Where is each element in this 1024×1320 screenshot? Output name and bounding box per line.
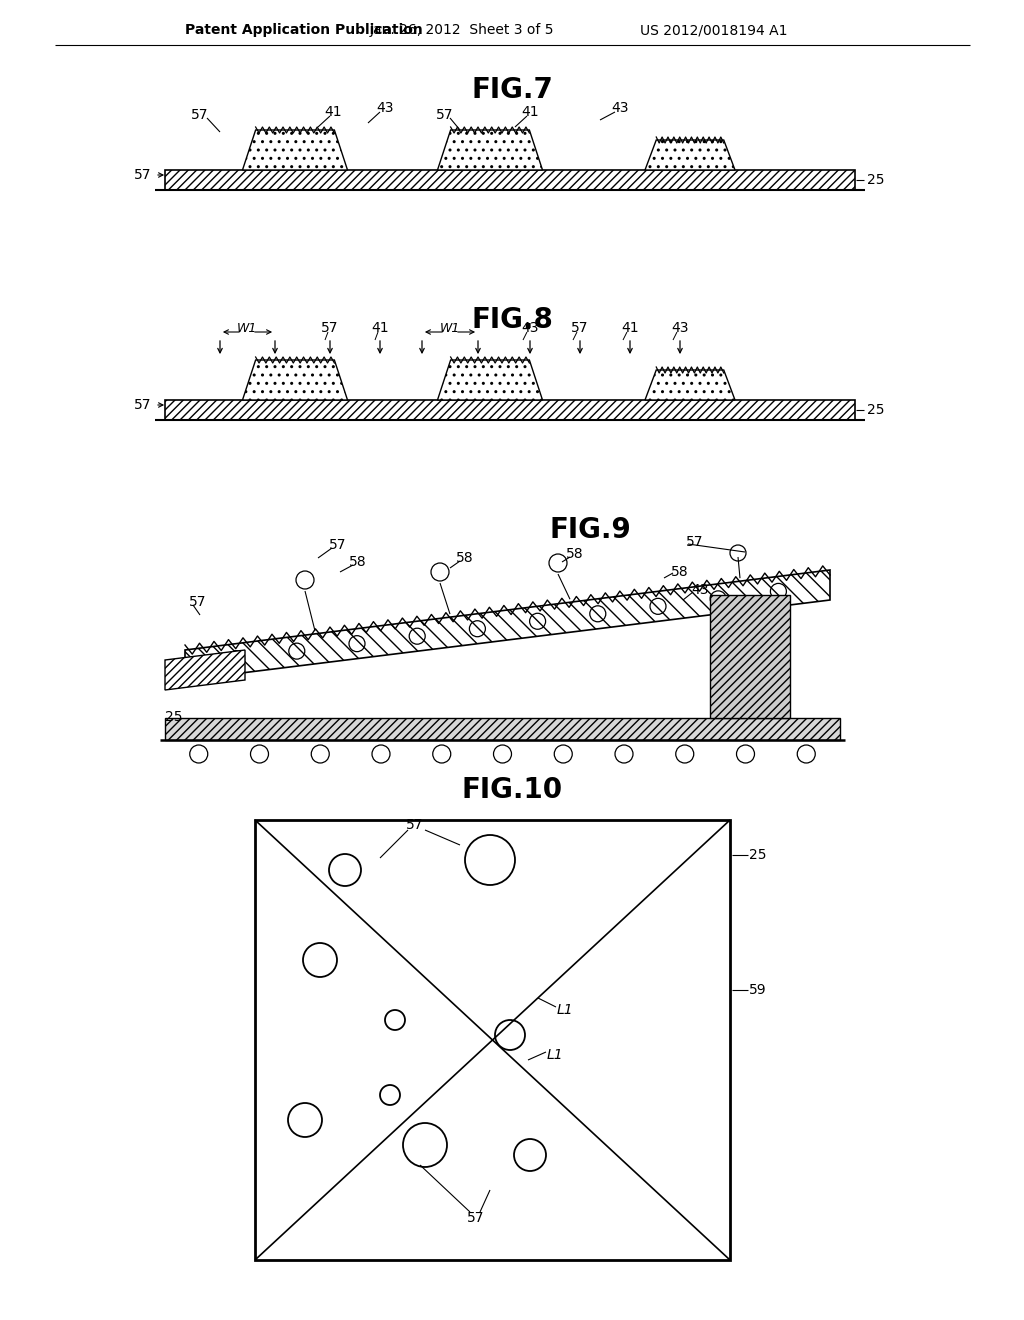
Polygon shape bbox=[165, 718, 840, 741]
Text: 25: 25 bbox=[166, 710, 183, 723]
Text: 43: 43 bbox=[691, 583, 709, 597]
Text: L1: L1 bbox=[547, 1048, 563, 1063]
Text: 41: 41 bbox=[325, 106, 342, 119]
Text: US 2012/0018194 A1: US 2012/0018194 A1 bbox=[640, 22, 787, 37]
Text: 57: 57 bbox=[407, 818, 424, 832]
Text: 41: 41 bbox=[521, 106, 539, 119]
Text: 59: 59 bbox=[750, 983, 767, 997]
Polygon shape bbox=[165, 170, 855, 190]
Text: 57: 57 bbox=[571, 321, 589, 335]
Text: 57: 57 bbox=[134, 399, 152, 412]
Text: 43: 43 bbox=[611, 102, 629, 115]
Text: 41: 41 bbox=[622, 321, 639, 335]
Polygon shape bbox=[243, 129, 347, 170]
Text: Patent Application Publication: Patent Application Publication bbox=[185, 22, 423, 37]
Text: FIG.8: FIG.8 bbox=[471, 306, 553, 334]
Text: 58: 58 bbox=[671, 565, 689, 579]
Circle shape bbox=[730, 545, 746, 561]
Text: 57: 57 bbox=[330, 539, 347, 552]
Text: 43: 43 bbox=[672, 321, 689, 335]
Text: 57: 57 bbox=[191, 108, 209, 121]
Circle shape bbox=[431, 564, 449, 581]
Text: 57: 57 bbox=[134, 168, 152, 182]
Text: 57: 57 bbox=[467, 1210, 484, 1225]
Text: FIG.9: FIG.9 bbox=[549, 516, 631, 544]
Circle shape bbox=[296, 572, 314, 589]
Text: W1: W1 bbox=[237, 322, 257, 334]
Text: 25: 25 bbox=[750, 847, 767, 862]
Text: FIG.10: FIG.10 bbox=[462, 776, 562, 804]
Polygon shape bbox=[710, 595, 790, 718]
Text: 43: 43 bbox=[521, 321, 539, 335]
Polygon shape bbox=[437, 129, 543, 170]
Polygon shape bbox=[437, 360, 543, 400]
Polygon shape bbox=[243, 360, 347, 400]
Text: 57: 57 bbox=[436, 108, 454, 121]
Text: 57: 57 bbox=[322, 321, 339, 335]
Text: 25: 25 bbox=[867, 403, 885, 417]
Text: W1: W1 bbox=[440, 322, 460, 334]
Polygon shape bbox=[165, 400, 855, 420]
Text: Jan. 26, 2012  Sheet 3 of 5: Jan. 26, 2012 Sheet 3 of 5 bbox=[370, 22, 555, 37]
Text: 57: 57 bbox=[686, 535, 703, 549]
Polygon shape bbox=[165, 649, 245, 690]
Text: 58: 58 bbox=[349, 554, 367, 569]
Text: FIG.7: FIG.7 bbox=[471, 77, 553, 104]
Polygon shape bbox=[185, 570, 830, 680]
Text: 58: 58 bbox=[456, 550, 474, 565]
Text: 43: 43 bbox=[376, 102, 394, 115]
Text: 25: 25 bbox=[867, 173, 885, 187]
Text: L1: L1 bbox=[557, 1003, 573, 1016]
Polygon shape bbox=[645, 140, 735, 170]
Polygon shape bbox=[645, 370, 735, 400]
Text: 41: 41 bbox=[371, 321, 389, 335]
Text: 57: 57 bbox=[189, 595, 207, 609]
Circle shape bbox=[549, 554, 567, 572]
Bar bbox=[255, 820, 730, 1261]
Text: 58: 58 bbox=[566, 546, 584, 561]
